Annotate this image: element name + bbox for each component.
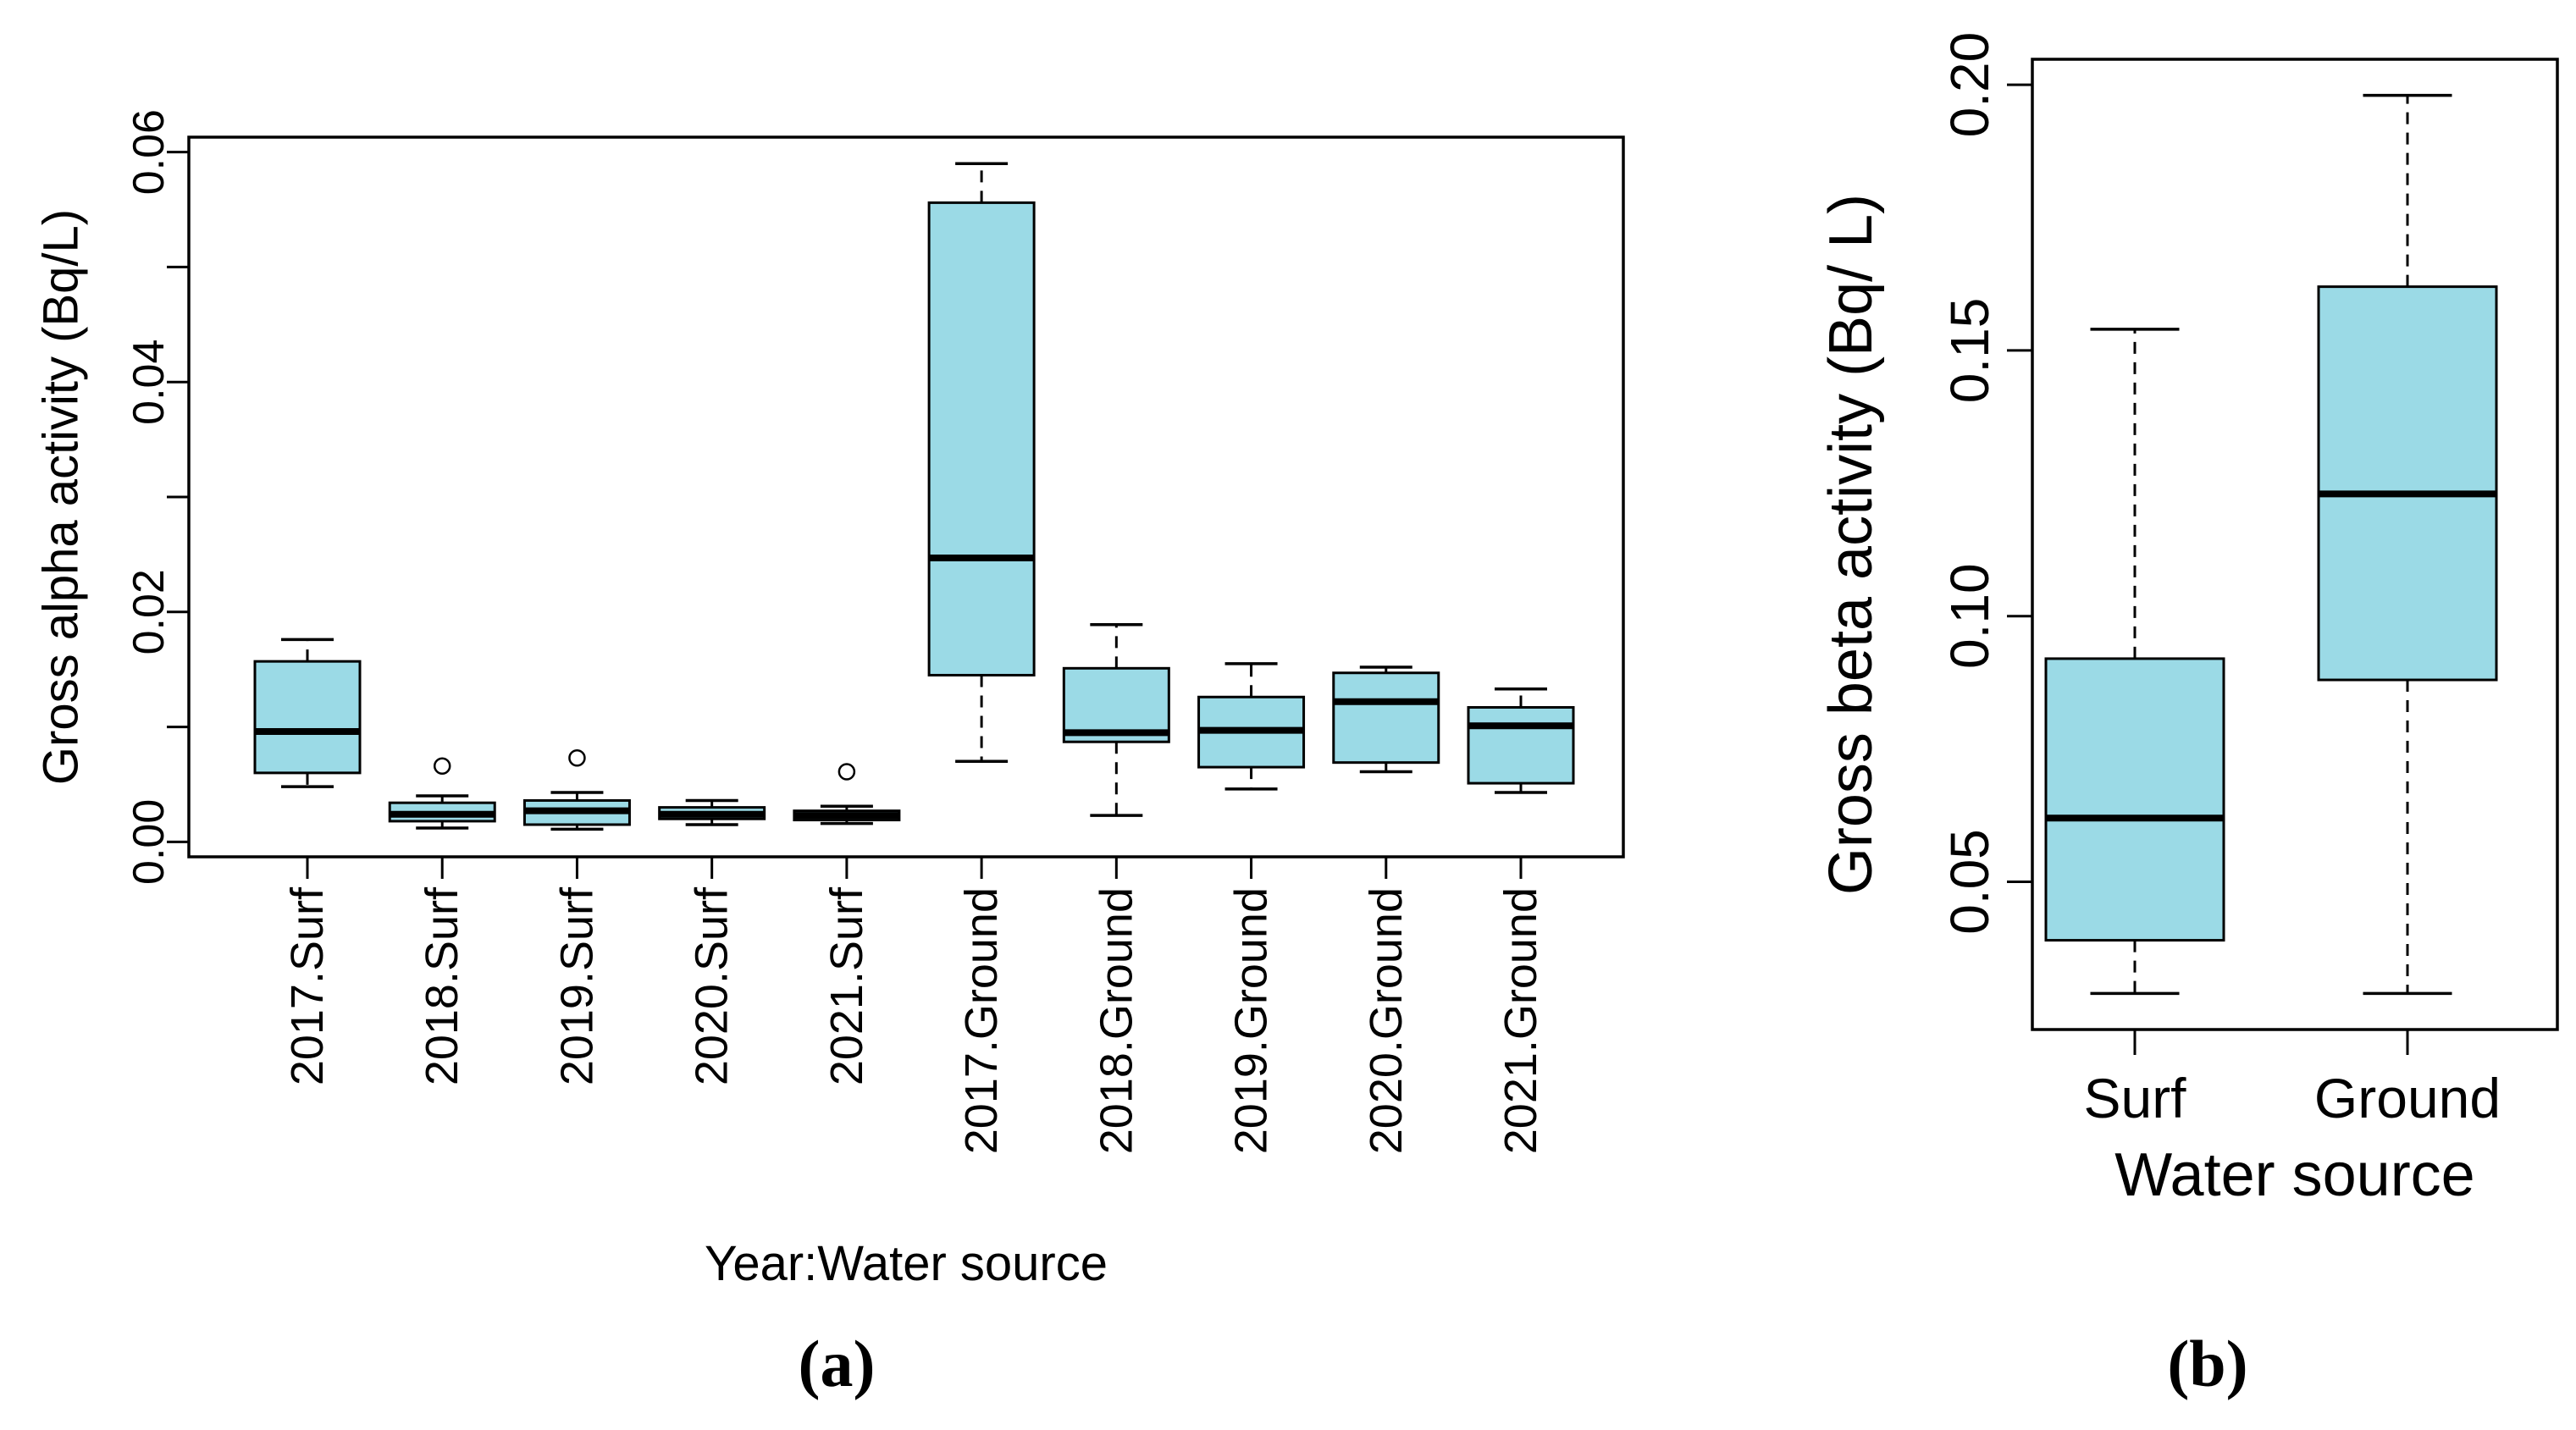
box-ground: Ground [2314,93,2501,1129]
x-category-label: Surf [2083,1067,2186,1129]
plot-a-y-tick-label: 0.00 [124,799,174,885]
box-2020-ground: 2020.Ground [1332,665,1440,1154]
plot-b: 0.05 0.10 0.15 0.20 Surf Ground Gross beta act… [1817,32,2559,1209]
x-category-label: 2020.Surf [687,886,738,1085]
box-2018-ground: 2018.Ground [1062,622,1170,1154]
x-category-label: 2019.Surf [551,886,602,1085]
iqr-box [1332,671,1440,765]
caption-a: (a) [798,1327,876,1400]
iqr-box [2317,285,2498,682]
x-category-label: 2017.Surf [282,886,333,1085]
plot-a-y-tick-label: 0.06 [124,109,174,195]
box-2019-surf: 2019.Surf [522,748,631,1085]
outlier-point [568,748,586,767]
outlier-point [837,763,856,781]
caption-b: (b) [2167,1327,2248,1400]
plot-b-y-tick-label: 0.20 [1939,32,2000,138]
plot-a-y-axis-title: Gross alpha activity (Bq/L) [34,209,89,785]
iqr-box [2044,657,2225,942]
x-category-label: 2020.Ground [1361,887,1412,1154]
x-category-label: 2018.Surf [417,886,467,1085]
box-2021-ground: 2021.Ground [1467,687,1575,1154]
plot-a: 0.00 0.02 0.04 0.06 2017.Surf 2018.Surf 2019.S… [34,109,1625,1291]
iqr-box [1467,705,1575,785]
plot-a-x-axis-title: Year:Water source [705,1236,1108,1291]
x-category-label: Ground [2314,1067,2501,1129]
box-2017-surf: 2017.Surf [253,638,362,1085]
plot-b-frame [2031,58,2559,1031]
plot-a-y-tick-label: 0.02 [124,569,174,654]
plot-b-x-axis-title: Water source [2114,1141,2474,1209]
box-2019-ground: 2019.Ground [1197,662,1306,1154]
box-2017-ground: 2017.Ground [927,162,1036,1154]
box-surf: Surf [2044,328,2225,1129]
box-2020-surf: 2020.Surf [658,798,766,1085]
x-category-label: 2018.Ground [1091,887,1142,1154]
plot-b-y-tick-label: 0.05 [1939,829,2000,935]
outlier-point [433,757,451,775]
x-category-label: 2021.Surf [821,886,872,1085]
plot-b-y-tick-label: 0.15 [1939,298,2000,404]
plot-b-y-tick-label: 0.10 [1939,563,2000,669]
plot-b-y-axis-title: Gross beta activity (Bq/ L) [1817,194,1885,895]
x-category-label: 2017.Ground [956,887,1007,1154]
box-2018-surf: 2018.Surf [388,757,496,1085]
iqr-box [927,201,1036,676]
plot-a-y-tick-label: 0.04 [124,340,174,425]
box-2021-surf: 2021.Surf [793,763,901,1085]
x-category-label: 2019.Ground [1226,887,1277,1154]
iqr-box [253,660,362,775]
x-category-label: 2021.Ground [1495,887,1546,1154]
